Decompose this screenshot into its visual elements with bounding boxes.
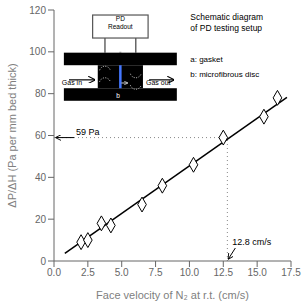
svg-text:a: gasket: a: gasket — [190, 55, 223, 64]
svg-text:Face velocity of N₂ at r.t. (c: Face velocity of N₂ at r.t. (cm/s) — [96, 289, 249, 301]
svg-text:Schematic diagramof PD testing: Schematic diagramof PD testing setup — [190, 12, 263, 33]
svg-text:ΔP/ΔH (Pa per mm bed thick): ΔP/ΔH (Pa per mm bed thick) — [8, 63, 18, 207]
svg-text:0: 0 — [40, 256, 46, 267]
svg-text:120: 120 — [29, 5, 46, 16]
svg-text:12.8 cm/s: 12.8 cm/s — [232, 237, 272, 247]
svg-text:100: 100 — [29, 46, 46, 57]
svg-text:b: b — [116, 92, 120, 99]
svg-text:PDReadout: PDReadout — [108, 15, 133, 30]
svg-text:5.0: 5.0 — [115, 267, 129, 278]
svg-text:b: microfibrous disc: b: microfibrous disc — [190, 70, 259, 79]
svg-text:59 Pa: 59 Pa — [76, 127, 100, 137]
svg-text:20: 20 — [35, 214, 47, 225]
svg-text:80: 80 — [35, 88, 47, 99]
svg-text:12.5: 12.5 — [214, 267, 234, 278]
svg-text:60: 60 — [35, 130, 47, 141]
svg-text:15.0: 15.0 — [247, 267, 267, 278]
svg-text:Gas out: Gas out — [146, 79, 171, 86]
svg-text:Gas in: Gas in — [62, 79, 82, 86]
svg-text:40: 40 — [35, 172, 47, 183]
svg-text:10.0: 10.0 — [180, 267, 200, 278]
svg-text:7.5: 7.5 — [149, 267, 163, 278]
svg-text:17.5: 17.5 — [281, 267, 299, 278]
svg-text:0.0: 0.0 — [47, 267, 61, 278]
svg-text:2.5: 2.5 — [81, 267, 95, 278]
